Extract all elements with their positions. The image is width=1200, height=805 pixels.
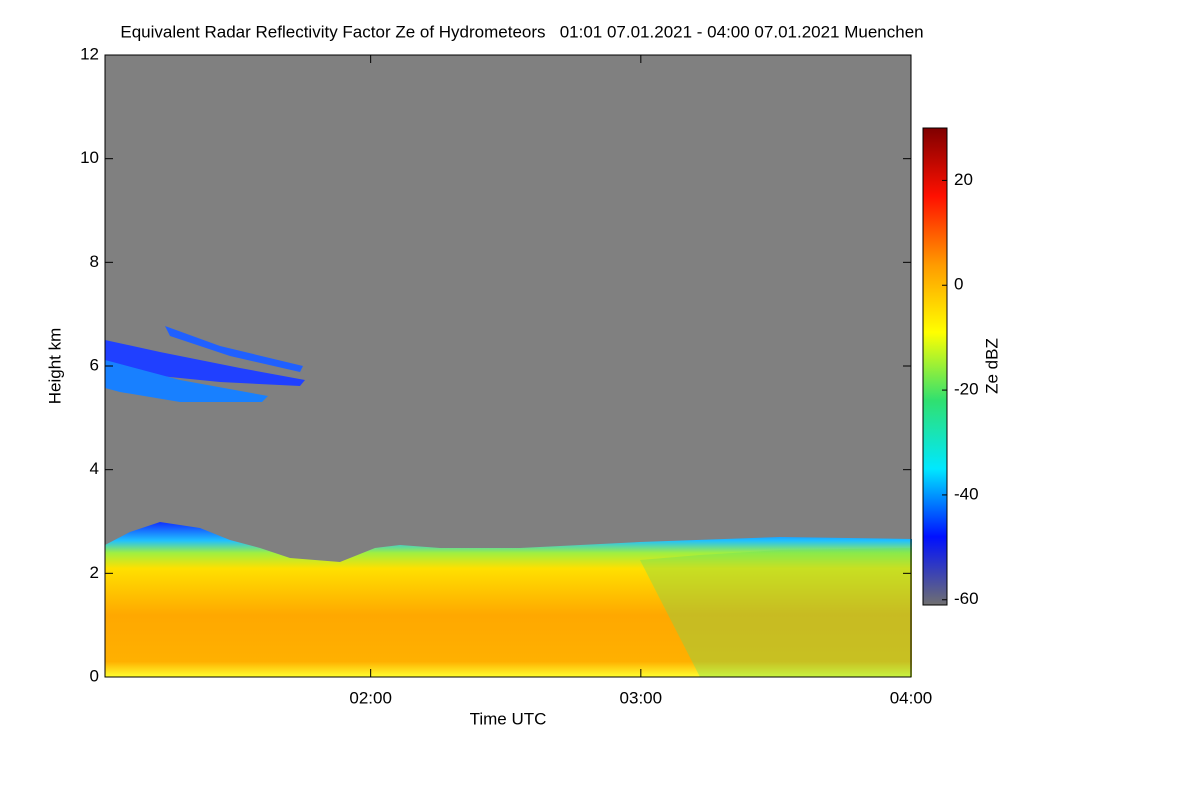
x-tick-label: 02:00 [349,688,392,707]
chart-title: Equivalent Radar Reflectivity Factor Ze … [120,22,923,41]
y-tick-label: 4 [90,459,99,478]
colorbar-tick-label: 20 [954,170,973,189]
y-tick-label: 10 [80,148,99,167]
colorbar-tick-label: -40 [954,484,979,503]
colorbar-tick-label: -60 [954,589,979,608]
y-axis-label: Height km [45,328,64,405]
y-tick-label: 12 [80,44,99,63]
y-tick-label: 6 [90,355,99,374]
x-tick-label: 03:00 [620,688,663,707]
colorbar-label: Ze dBZ [982,338,1001,394]
colorbar-tick-label: -20 [954,380,979,399]
cloud-upper [105,360,268,402]
cloud-upper [165,326,303,372]
y-tick-label: 2 [90,563,99,582]
colorbar-tick-label: 0 [954,275,963,294]
x-tick-label: 04:00 [890,688,933,707]
cloud-lower [105,522,912,677]
cloud-lower-shade [640,548,912,677]
colorbar [922,127,948,606]
x-axis-label: Time UTC [470,709,547,728]
y-tick-label: 0 [90,666,99,685]
y-tick-label: 8 [90,252,99,271]
